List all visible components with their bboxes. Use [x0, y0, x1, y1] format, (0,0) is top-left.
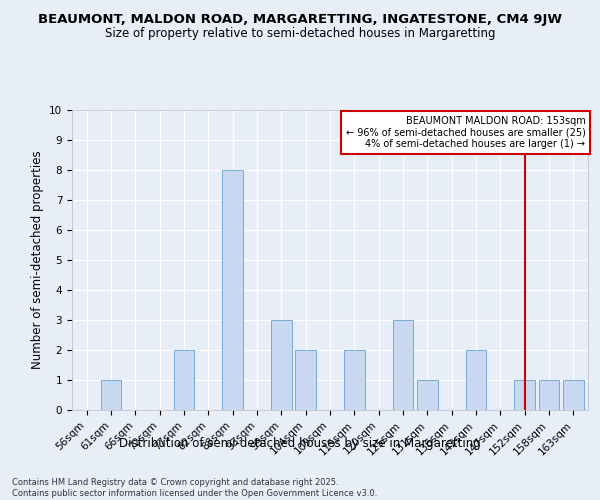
- Bar: [101, 380, 121, 410]
- Text: Distribution of semi-detached houses by size in Margaretting: Distribution of semi-detached houses by …: [119, 437, 481, 450]
- Bar: [514, 380, 535, 410]
- Bar: [295, 350, 316, 410]
- Text: Size of property relative to semi-detached houses in Margaretting: Size of property relative to semi-detach…: [105, 28, 495, 40]
- Text: BEAUMONT MALDON ROAD: 153sqm
← 96% of semi-detached houses are smaller (25)
4% o: BEAUMONT MALDON ROAD: 153sqm ← 96% of se…: [346, 116, 586, 149]
- Bar: [539, 380, 559, 410]
- Bar: [392, 320, 413, 410]
- Text: Contains HM Land Registry data © Crown copyright and database right 2025.
Contai: Contains HM Land Registry data © Crown c…: [12, 478, 377, 498]
- Bar: [563, 380, 584, 410]
- Bar: [417, 380, 438, 410]
- Bar: [173, 350, 194, 410]
- Bar: [344, 350, 365, 410]
- Bar: [271, 320, 292, 410]
- Bar: [222, 170, 243, 410]
- Y-axis label: Number of semi-detached properties: Number of semi-detached properties: [31, 150, 44, 370]
- Text: BEAUMONT, MALDON ROAD, MARGARETTING, INGATESTONE, CM4 9JW: BEAUMONT, MALDON ROAD, MARGARETTING, ING…: [38, 12, 562, 26]
- Bar: [466, 350, 487, 410]
